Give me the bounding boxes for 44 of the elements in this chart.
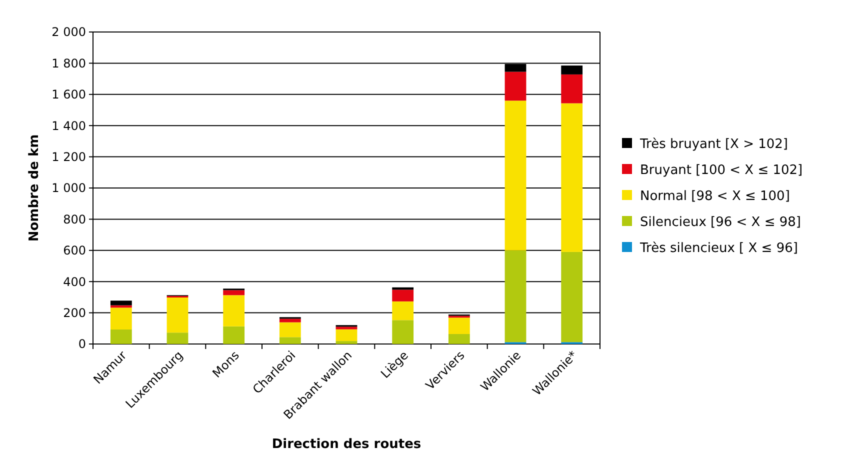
- legend-label: Très bruyant [X > 102]: [639, 137, 788, 152]
- bar: [110, 329, 132, 344]
- bar: [504, 100, 526, 250]
- bar: [223, 290, 245, 296]
- bar: [561, 103, 583, 252]
- bar: [392, 320, 414, 344]
- bar: [166, 332, 188, 344]
- bar: [279, 318, 301, 322]
- bar: [336, 329, 358, 342]
- legend-label: Très silencieux [ X ≤ 96]: [639, 241, 798, 256]
- bar: [336, 341, 358, 344]
- y-tick-label: 1 200: [52, 150, 86, 164]
- bar: [392, 301, 414, 320]
- y-tick-label: 600: [63, 244, 86, 258]
- bar: [110, 300, 132, 306]
- bar: [223, 326, 245, 344]
- legend-label: Bruyant [100 < X ≤ 102]: [640, 163, 803, 178]
- bar: [504, 250, 526, 342]
- bar: [448, 318, 470, 334]
- bar: [448, 334, 470, 344]
- bar: [561, 74, 583, 104]
- bar: [279, 337, 301, 344]
- y-tick-label: 0: [78, 337, 86, 352]
- bar: [392, 290, 414, 302]
- bar: [336, 326, 358, 330]
- y-axis-title: Nombre de km: [27, 134, 42, 242]
- y-tick-label: 200: [63, 306, 86, 320]
- bar: [166, 298, 188, 333]
- legend-label: Normal [98 < X ≤ 100]: [640, 189, 790, 204]
- bar: [279, 322, 301, 338]
- y-tick-label: 1 400: [52, 118, 86, 133]
- y-tick-label: 400: [63, 274, 86, 289]
- y-tick-label: 1 800: [52, 56, 86, 70]
- x-axis-title: Direction des routes: [272, 437, 422, 452]
- bar: [110, 308, 132, 330]
- legend-label: Silencieux [96 < X ≤ 98]: [640, 215, 801, 230]
- bar: [561, 252, 583, 342]
- bar: [504, 72, 526, 101]
- y-tick-label: 1 000: [52, 181, 86, 196]
- bar: [561, 66, 583, 74]
- y-tick-label: 1 600: [52, 88, 86, 102]
- bar: [223, 295, 245, 326]
- y-tick-label: 2 000: [52, 25, 86, 40]
- y-tick-label: 800: [63, 212, 86, 226]
